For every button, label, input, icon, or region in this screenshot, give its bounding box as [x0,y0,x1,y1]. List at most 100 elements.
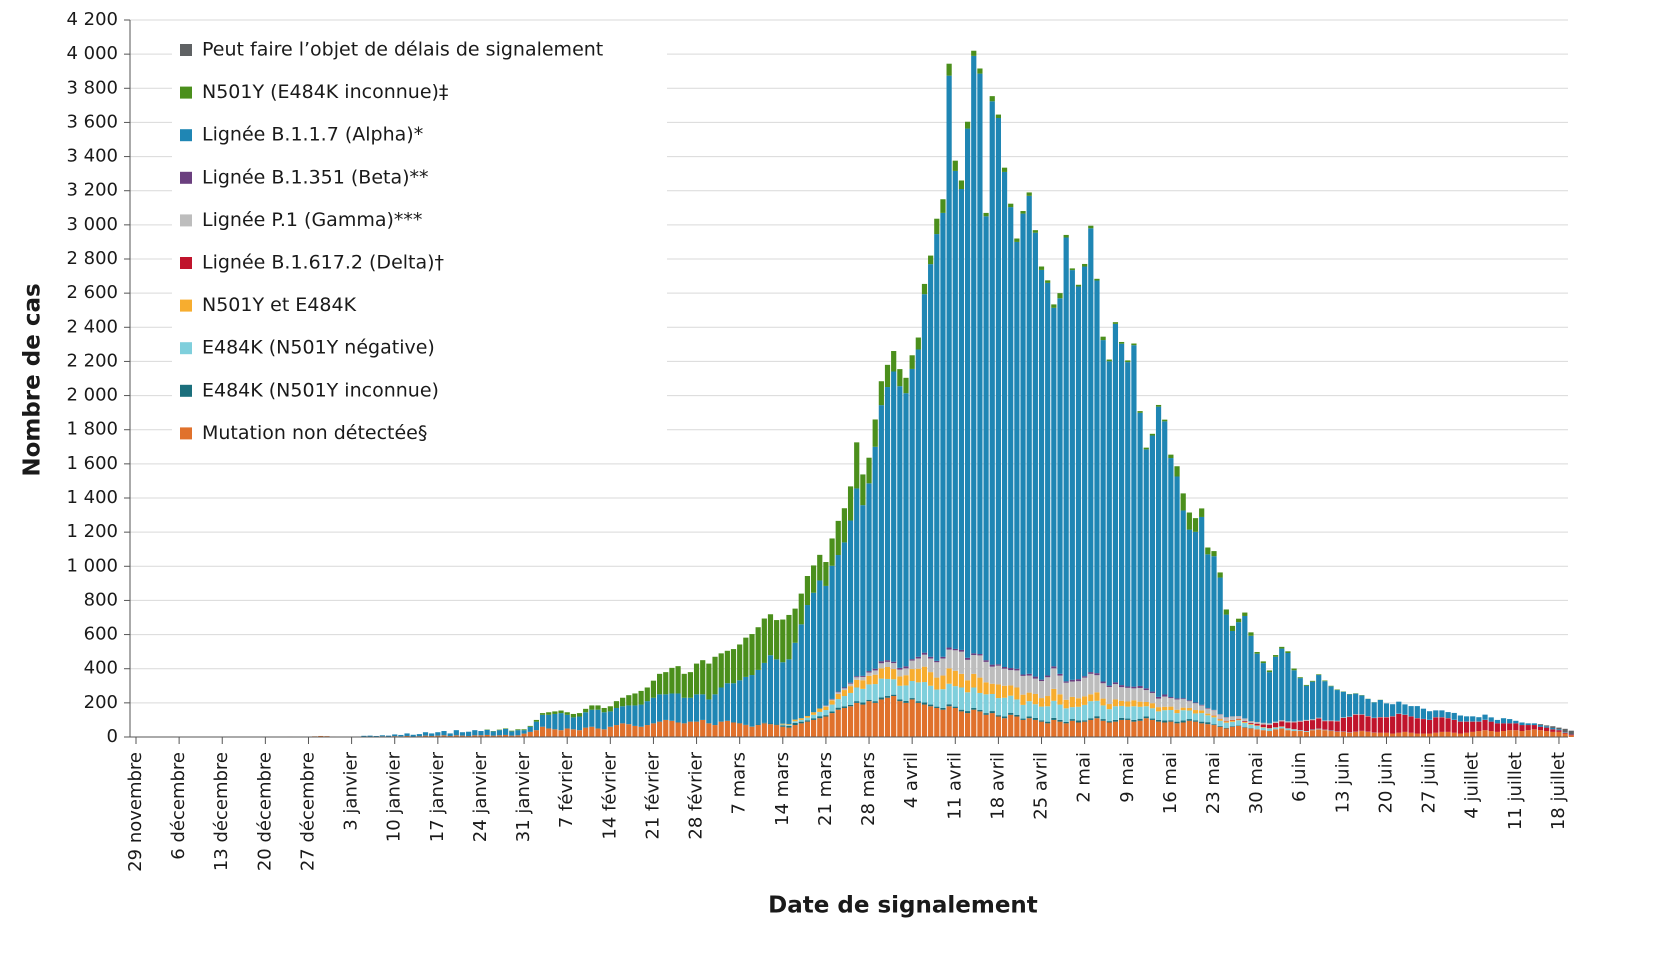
bar-segment [1192,721,1199,737]
bar-segment [1279,648,1285,721]
bar-segment [1488,717,1494,722]
bar-segment [1377,717,1383,733]
bar-segment [977,692,983,711]
bar-segment [1149,692,1155,704]
legend-label: N501Y et E484K [202,294,357,316]
bar-segment [398,734,404,737]
bar-segment [940,199,946,213]
bar-segment [644,701,650,726]
bar-segment [1168,706,1174,711]
bar-segment [1186,701,1192,708]
bar-segment [1211,717,1217,725]
bar-segment [761,722,767,724]
bar-segment [1051,666,1057,669]
bar-segment [854,677,860,680]
legend-label: Lignée B.1.617.2 (Delta)† [202,252,444,274]
bar-segment [1162,421,1168,695]
bar-segment [1125,706,1131,719]
bar-segment [1180,510,1186,699]
bar-segment [1223,609,1229,615]
x-tick-label: 9 mai [1117,752,1138,803]
bar-segment [1020,213,1026,675]
bar-segment [1439,717,1445,732]
bar-segment [1340,717,1346,718]
bar-segment [1032,719,1038,737]
bar-segment [1149,703,1155,709]
bar-segment [1026,195,1032,674]
bar-segment [681,723,687,737]
bar-segment [928,704,934,707]
bar-segment [1001,167,1008,172]
bar-segment [946,706,952,737]
bar-segment [1205,554,1211,708]
bar-segment [1014,714,1020,717]
bar-segment [1051,304,1057,308]
bar-segment [718,687,724,722]
bar-segment [1063,237,1069,682]
bar-segment [669,693,675,721]
bar-segment [928,264,934,657]
bar-segment [1008,695,1014,713]
bar-segment [965,657,971,660]
bar-segment [1291,668,1297,671]
bar-segment [1414,733,1420,737]
bar-segment [1377,732,1383,737]
bar-segment [1131,706,1137,720]
bar-segment [730,649,737,684]
bar-segment [724,650,730,684]
bar-segment [595,705,601,710]
bar-segment [915,702,921,737]
bar-segment [1260,661,1266,664]
bar-segment [1032,704,1038,718]
bar-segment [866,672,872,676]
bar-segment [613,725,620,737]
bar-segment [1260,724,1266,728]
bar-segment [1451,719,1457,733]
bar-segment [1242,615,1248,719]
bar-segment [965,659,971,681]
bar-segment [546,712,552,715]
x-tick-label: 31 janvier [513,751,534,842]
bar-segment [1217,719,1223,721]
bar-segment [589,709,595,727]
legend-label: Mutation non détectée§ [202,422,427,444]
bar-segment [1168,697,1174,699]
bar-segment [1236,720,1242,726]
bar-segment [884,364,891,388]
bar-segment [1094,280,1100,674]
bar-segment [1032,676,1038,679]
bar-segment [1303,731,1309,737]
bar-segment [1242,727,1248,728]
bar-segment [1045,677,1051,697]
bar-segment [878,381,884,406]
bar-segment [811,718,817,720]
bar-segment [1119,687,1125,701]
bar-segment [1470,721,1476,732]
bar-segment [1383,732,1390,737]
bar-segment [1088,673,1094,695]
bar-segment [884,667,891,679]
bar-segment [1180,493,1186,511]
bar-segment [1519,722,1525,726]
bar-segment [804,605,811,717]
bar-segment [884,678,891,697]
bar-segment [1217,577,1223,715]
bar-segment [663,694,669,720]
bar-segment [1223,728,1229,737]
bar-segment [1069,270,1075,680]
bar-segment [804,716,811,718]
bar-segment [854,702,860,737]
bar-segment [1205,708,1211,714]
bar-segment [1026,192,1032,196]
bar-segment [613,707,620,726]
bar-segment [811,714,817,719]
bar-segment [1045,721,1051,724]
bar-segment [835,692,841,694]
bar-segment [934,706,940,708]
bar-segment [1211,710,1217,716]
bar-segment [1309,729,1316,731]
bar-segment [576,716,583,731]
bar-segment [977,710,983,712]
bar-segment [1088,694,1094,702]
bar-segment [897,667,903,670]
